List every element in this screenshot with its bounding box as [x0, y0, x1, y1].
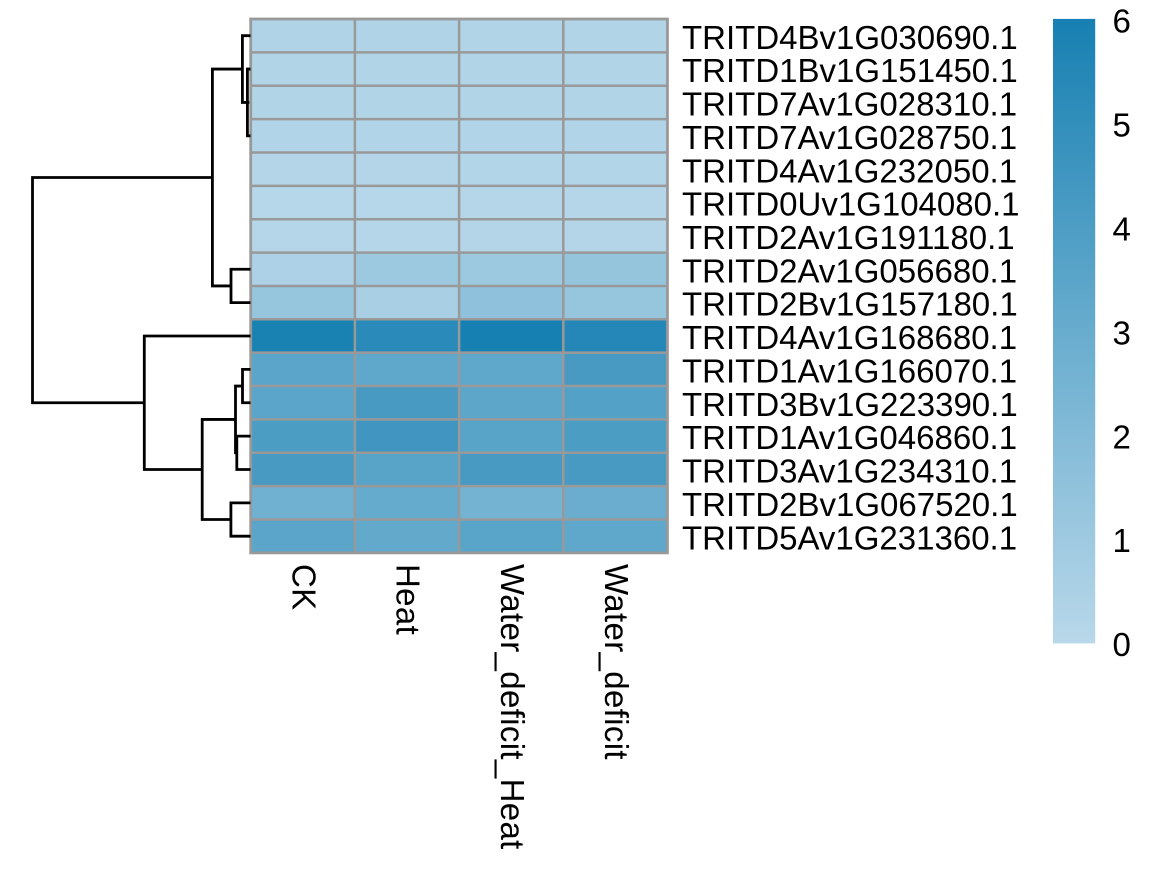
svg-text:Water_deficit_Heat: Water_deficit_Heat: [494, 564, 531, 850]
svg-text:TRITD1Av1G046860.1: TRITD1Av1G046860.1: [682, 419, 1017, 456]
svg-text:TRITD2Bv1G067520.1: TRITD2Bv1G067520.1: [682, 486, 1018, 523]
svg-text:TRITD7Av1G028750.1: TRITD7Av1G028750.1: [682, 119, 1017, 156]
svg-text:1: 1: [1113, 522, 1131, 559]
svg-text:TRITD4Av1G232050.1: TRITD4Av1G232050.1: [682, 152, 1017, 189]
svg-text:TRITD3Bv1G223390.1: TRITD3Bv1G223390.1: [682, 386, 1018, 423]
svg-text:6: 6: [1113, 3, 1131, 40]
svg-text:TRITD2Bv1G157180.1: TRITD2Bv1G157180.1: [682, 286, 1018, 323]
svg-text:TRITD7Av1G028310.1: TRITD7Av1G028310.1: [682, 86, 1017, 123]
svg-text:TRITD5Av1G231360.1: TRITD5Av1G231360.1: [682, 519, 1017, 556]
svg-text:CK: CK: [285, 564, 322, 611]
svg-text:5: 5: [1113, 107, 1131, 144]
svg-text:3: 3: [1113, 314, 1131, 351]
svg-text:4: 4: [1113, 211, 1131, 248]
svg-text:0: 0: [1113, 626, 1131, 663]
svg-text:TRITD2Av1G056680.1: TRITD2Av1G056680.1: [682, 252, 1017, 289]
svg-text:TRITD1Bv1G151450.1: TRITD1Bv1G151450.1: [682, 52, 1018, 89]
svg-text:TRITD4Av1G168680.1: TRITD4Av1G168680.1: [682, 319, 1017, 356]
svg-text:TRITD3Av1G234310.1: TRITD3Av1G234310.1: [682, 453, 1017, 490]
svg-text:TRITD0Uv1G104080.1: TRITD0Uv1G104080.1: [682, 186, 1020, 223]
svg-text:TRITD1Av1G166070.1: TRITD1Av1G166070.1: [682, 352, 1017, 389]
svg-text:TRITD4Bv1G030690.1: TRITD4Bv1G030690.1: [682, 19, 1018, 56]
svg-text:Water_deficit: Water_deficit: [598, 564, 635, 760]
svg-text:2: 2: [1113, 418, 1131, 455]
svg-text:Heat: Heat: [390, 564, 427, 635]
svg-text:TRITD2Av1G191180.1: TRITD2Av1G191180.1: [682, 219, 1015, 256]
